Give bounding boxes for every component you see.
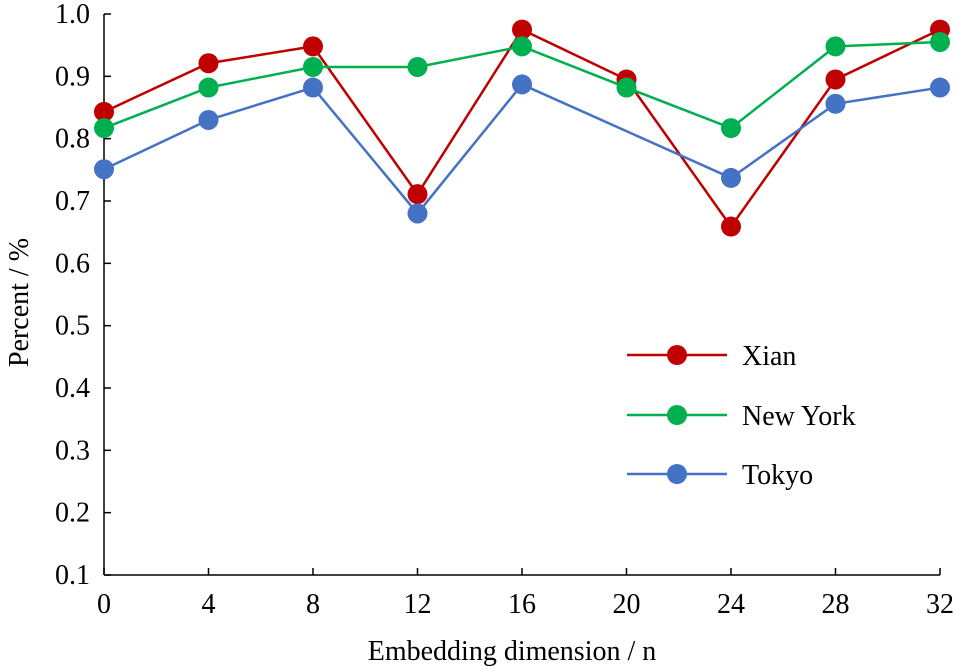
data-point [721, 216, 741, 237]
y-tick-label: 0.5 [55, 311, 90, 342]
y-tick-label: 0.6 [55, 248, 90, 279]
data-point [94, 118, 114, 139]
data-point [407, 184, 428, 205]
legend-item-tokyo: Tokyo [627, 460, 813, 491]
data-point [721, 167, 741, 188]
y-tick-label: 0.3 [55, 435, 90, 466]
legend-marker [667, 405, 687, 425]
data-point [512, 19, 532, 40]
data-point [930, 32, 950, 53]
legend-label: Xian [742, 341, 796, 372]
series-layer [94, 19, 950, 237]
y-tick-label: 1.0 [55, 0, 90, 30]
data-point [303, 77, 323, 98]
legend-marker [667, 345, 687, 365]
data-point [512, 74, 532, 95]
data-point [198, 109, 219, 130]
axes: 0.1 0.2 0.3 0.4 0.5 0.6 0.7 0.8 0.9 1.0 0 4 8 12 16 20 2… [55, 0, 954, 620]
y-tick-label: 0.8 [55, 124, 90, 155]
legend-item-new-york: New York [627, 401, 856, 432]
data-point [303, 56, 323, 77]
y-tick-label: 0.9 [55, 61, 90, 92]
series-line [103, 82, 941, 216]
data-point [825, 69, 846, 90]
y-axis-title: Percent / % [4, 238, 35, 367]
x-tick-label: 12 [404, 589, 432, 620]
data-point [721, 118, 741, 139]
data-point [407, 203, 428, 224]
legend-label: New York [742, 401, 856, 432]
x-axis-title: Embedding dimension / n [368, 636, 657, 667]
legend-item-xian: Xian [627, 341, 796, 372]
data-point [198, 77, 219, 98]
x-tick-label: 4 [202, 589, 216, 620]
x-tick-label: 32 [926, 589, 954, 620]
series-new-york [94, 32, 950, 139]
y-tick-label: 0.4 [55, 373, 90, 404]
data-point [825, 93, 846, 114]
data-point [94, 159, 114, 180]
x-tick-label: 0 [97, 589, 111, 620]
y-tick-label: 0.2 [55, 498, 90, 529]
data-point [198, 53, 219, 74]
x-tick-label: 28 [822, 589, 850, 620]
legend: Xian New York Tokyo [627, 341, 856, 491]
legend-marker [667, 464, 687, 484]
x-tick-label: 8 [306, 589, 320, 620]
x-tick-label: 16 [508, 589, 536, 620]
legend-label: Tokyo [742, 460, 813, 491]
x-tick-label: 24 [717, 589, 745, 620]
data-point [303, 36, 323, 57]
y-tick-label: 0.7 [55, 186, 90, 217]
data-point [616, 77, 637, 98]
data-point [407, 56, 428, 77]
series-line [103, 27, 941, 229]
data-point [94, 101, 114, 122]
series-tokyo [94, 74, 950, 224]
data-point [512, 36, 532, 57]
y-tick-label: 0.1 [55, 560, 90, 591]
data-point [825, 36, 846, 57]
x-tick-label: 20 [613, 589, 641, 620]
data-point [930, 77, 950, 98]
